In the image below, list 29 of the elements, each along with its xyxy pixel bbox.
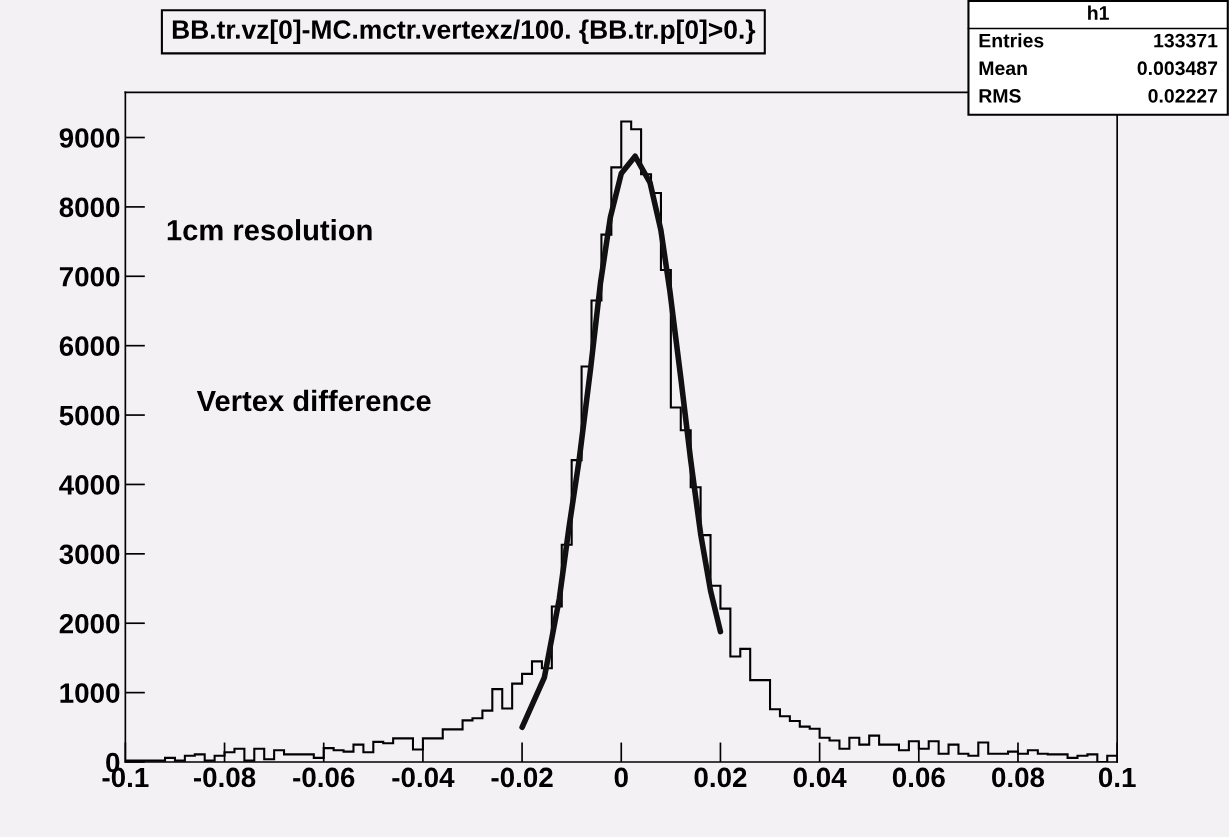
x-tick-label: -0.06 bbox=[293, 767, 355, 788]
chart-title: BB.tr.vz[0]-MC.mctr.vertexz/100. {BB.tr.p[0]>0.} bbox=[172, 19, 756, 45]
y-tick-label: 7000 bbox=[59, 266, 120, 287]
text: 0.02227 bbox=[1148, 88, 1218, 103]
x-tick-label: 0.04 bbox=[793, 767, 847, 788]
y-tick-label: 3000 bbox=[59, 544, 120, 565]
x-tick-label: 0.1 bbox=[1098, 767, 1136, 788]
annotation: RMS bbox=[979, 88, 1021, 103]
x-tick-label: -0.08 bbox=[193, 767, 256, 788]
y-tick-label: 8000 bbox=[59, 197, 120, 218]
text: h1 bbox=[1088, 5, 1109, 20]
text: 133371 bbox=[1154, 33, 1218, 48]
text: Mean bbox=[979, 61, 1027, 76]
y-tick-label: 4000 bbox=[59, 475, 120, 495]
x-tick-label: -0.02 bbox=[491, 767, 553, 788]
annotation: 1cm resolution bbox=[167, 219, 372, 241]
x-tick-label: -0.04 bbox=[392, 767, 455, 788]
annotation: Vertex difference bbox=[196, 389, 431, 412]
y-tick-label: 5000 bbox=[59, 405, 120, 426]
text: 0.003487 bbox=[1137, 61, 1218, 76]
y-tick-label: 2000 bbox=[59, 613, 120, 634]
x-tick-label: 0 bbox=[614, 767, 628, 788]
x-tick-label: 0.02 bbox=[694, 767, 747, 788]
y-tick-label: 9000 bbox=[59, 128, 120, 148]
text: Entries bbox=[979, 33, 1044, 48]
y-tick-label: 1000 bbox=[60, 683, 120, 703]
x-tick-label: 0.06 bbox=[892, 767, 945, 788]
y-tick-label: 6000 bbox=[59, 336, 120, 357]
x-tick-label: 0.08 bbox=[992, 767, 1045, 788]
